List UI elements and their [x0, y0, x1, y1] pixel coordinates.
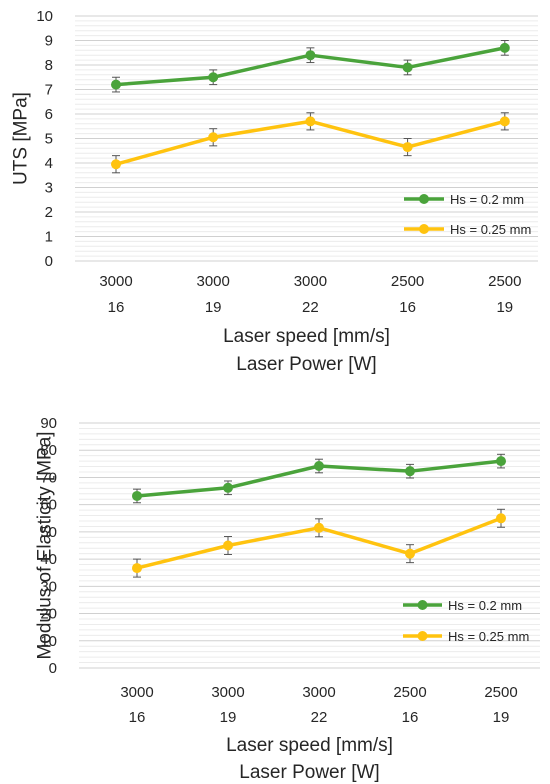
data-point: [402, 142, 413, 153]
y-tick-label: 4: [45, 155, 53, 172]
x-tick-label-speed: 3000: [197, 273, 230, 290]
x-tick-label-speed: 3000: [99, 273, 132, 290]
y-tick-label: 5: [45, 131, 53, 148]
legend-marker: [417, 631, 428, 641]
x-tick-label-speed: 3000: [302, 684, 335, 701]
y-tick-label: 90: [40, 415, 57, 432]
x-tick-label-speed: 2500: [488, 273, 521, 290]
x-tick-label-power: 16: [402, 709, 419, 726]
y-axis-title: UTS [MPa]: [11, 92, 32, 185]
y-tick-label: 1: [45, 229, 53, 246]
legend-marker: [419, 194, 429, 204]
x-tick-label-speed: 3000: [294, 273, 327, 290]
data-point: [208, 132, 219, 143]
legend: Hs = 0.2 mm Hs = 0.25 mm: [403, 598, 529, 644]
data-point: [111, 159, 121, 170]
series-2: [132, 508, 506, 578]
y-tick-label: 0: [49, 660, 57, 677]
x-tick-label-power: 16: [108, 299, 125, 316]
data-point: [314, 522, 324, 533]
data-point: [496, 456, 506, 467]
x-axis-title-power: Laser Power [W]: [236, 354, 376, 375]
data-point: [223, 482, 233, 493]
data-point: [314, 461, 324, 472]
y-tick-label: 60: [40, 497, 57, 514]
x-tick-label-power: 19: [496, 299, 513, 316]
legend-label: Hs = 0.2 mm: [448, 598, 522, 613]
y-axis-title: Modulus of Elasticity [MPa]: [35, 431, 56, 659]
x-tick-label-power: 22: [302, 299, 319, 316]
x-tick-label-power: 19: [493, 709, 510, 726]
chart-1: 0 1 2 3 4 5 6 7 8 9 10 UTS [MPa] 3000 16 3000 19 3000 22 2…: [11, 8, 538, 375]
legend: Hs = 0.2 mm Hs = 0.25 mm: [404, 192, 531, 237]
data-point: [132, 563, 142, 574]
x-tick-label-speed: 3000: [211, 684, 244, 701]
data-point: [305, 50, 316, 61]
x-tick-label-power: 16: [399, 299, 416, 316]
y-tick-label: 10: [40, 633, 57, 650]
legend-marker: [417, 600, 428, 610]
legend-label: Hs = 0.25 mm: [448, 629, 529, 644]
series-1: [132, 453, 506, 504]
x-tick-label-power: 22: [311, 709, 328, 726]
x-tick-label-power: 16: [129, 709, 146, 726]
y-tick-label: 3: [45, 180, 53, 197]
legend-label: Hs = 0.2 mm: [450, 192, 524, 207]
x-tick-label-speed: 3000: [120, 684, 153, 701]
series-1: [111, 40, 510, 93]
y-tick-label: 9: [45, 33, 53, 50]
y-tick-label: 80: [40, 442, 57, 459]
y-tick-label: 7: [45, 82, 53, 99]
y-tick-label: 70: [40, 469, 57, 486]
data-point: [132, 490, 142, 501]
x-axis-title-speed: Laser speed [mm/s]: [226, 735, 393, 756]
data-point: [499, 116, 510, 127]
series-2: [111, 112, 510, 174]
x-tick-label-power: 19: [220, 709, 237, 726]
x-tick-label-speed: 2500: [484, 684, 517, 701]
x-axis-title-power: Laser Power [W]: [239, 762, 379, 783]
y-tick-label: 50: [40, 524, 57, 541]
data-point: [111, 79, 121, 90]
data-point: [223, 540, 233, 551]
y-tick-label: 40: [40, 551, 57, 568]
data-point: [208, 72, 219, 83]
legend-marker: [419, 224, 429, 234]
legend-label: Hs = 0.25 mm: [450, 222, 531, 237]
x-tick-label-power: 19: [205, 299, 222, 316]
x-tick-label-speed: 2500: [391, 273, 424, 290]
y-tick-label: 10: [36, 8, 53, 25]
data-point: [405, 548, 415, 559]
x-axis-title-speed: Laser speed [mm/s]: [223, 326, 390, 347]
data-point: [305, 116, 316, 127]
data-point: [402, 62, 413, 73]
y-tick-label: 20: [40, 606, 57, 623]
data-point: [496, 513, 506, 524]
data-point: [405, 466, 415, 477]
y-tick-label: 6: [45, 106, 53, 123]
y-tick-label: 8: [45, 57, 53, 74]
x-tick-label-speed: 2500: [393, 684, 426, 701]
y-tick-label: 2: [45, 204, 53, 221]
y-tick-label: 30: [40, 578, 57, 595]
y-tick-label: 0: [45, 253, 53, 270]
data-point: [499, 42, 510, 53]
